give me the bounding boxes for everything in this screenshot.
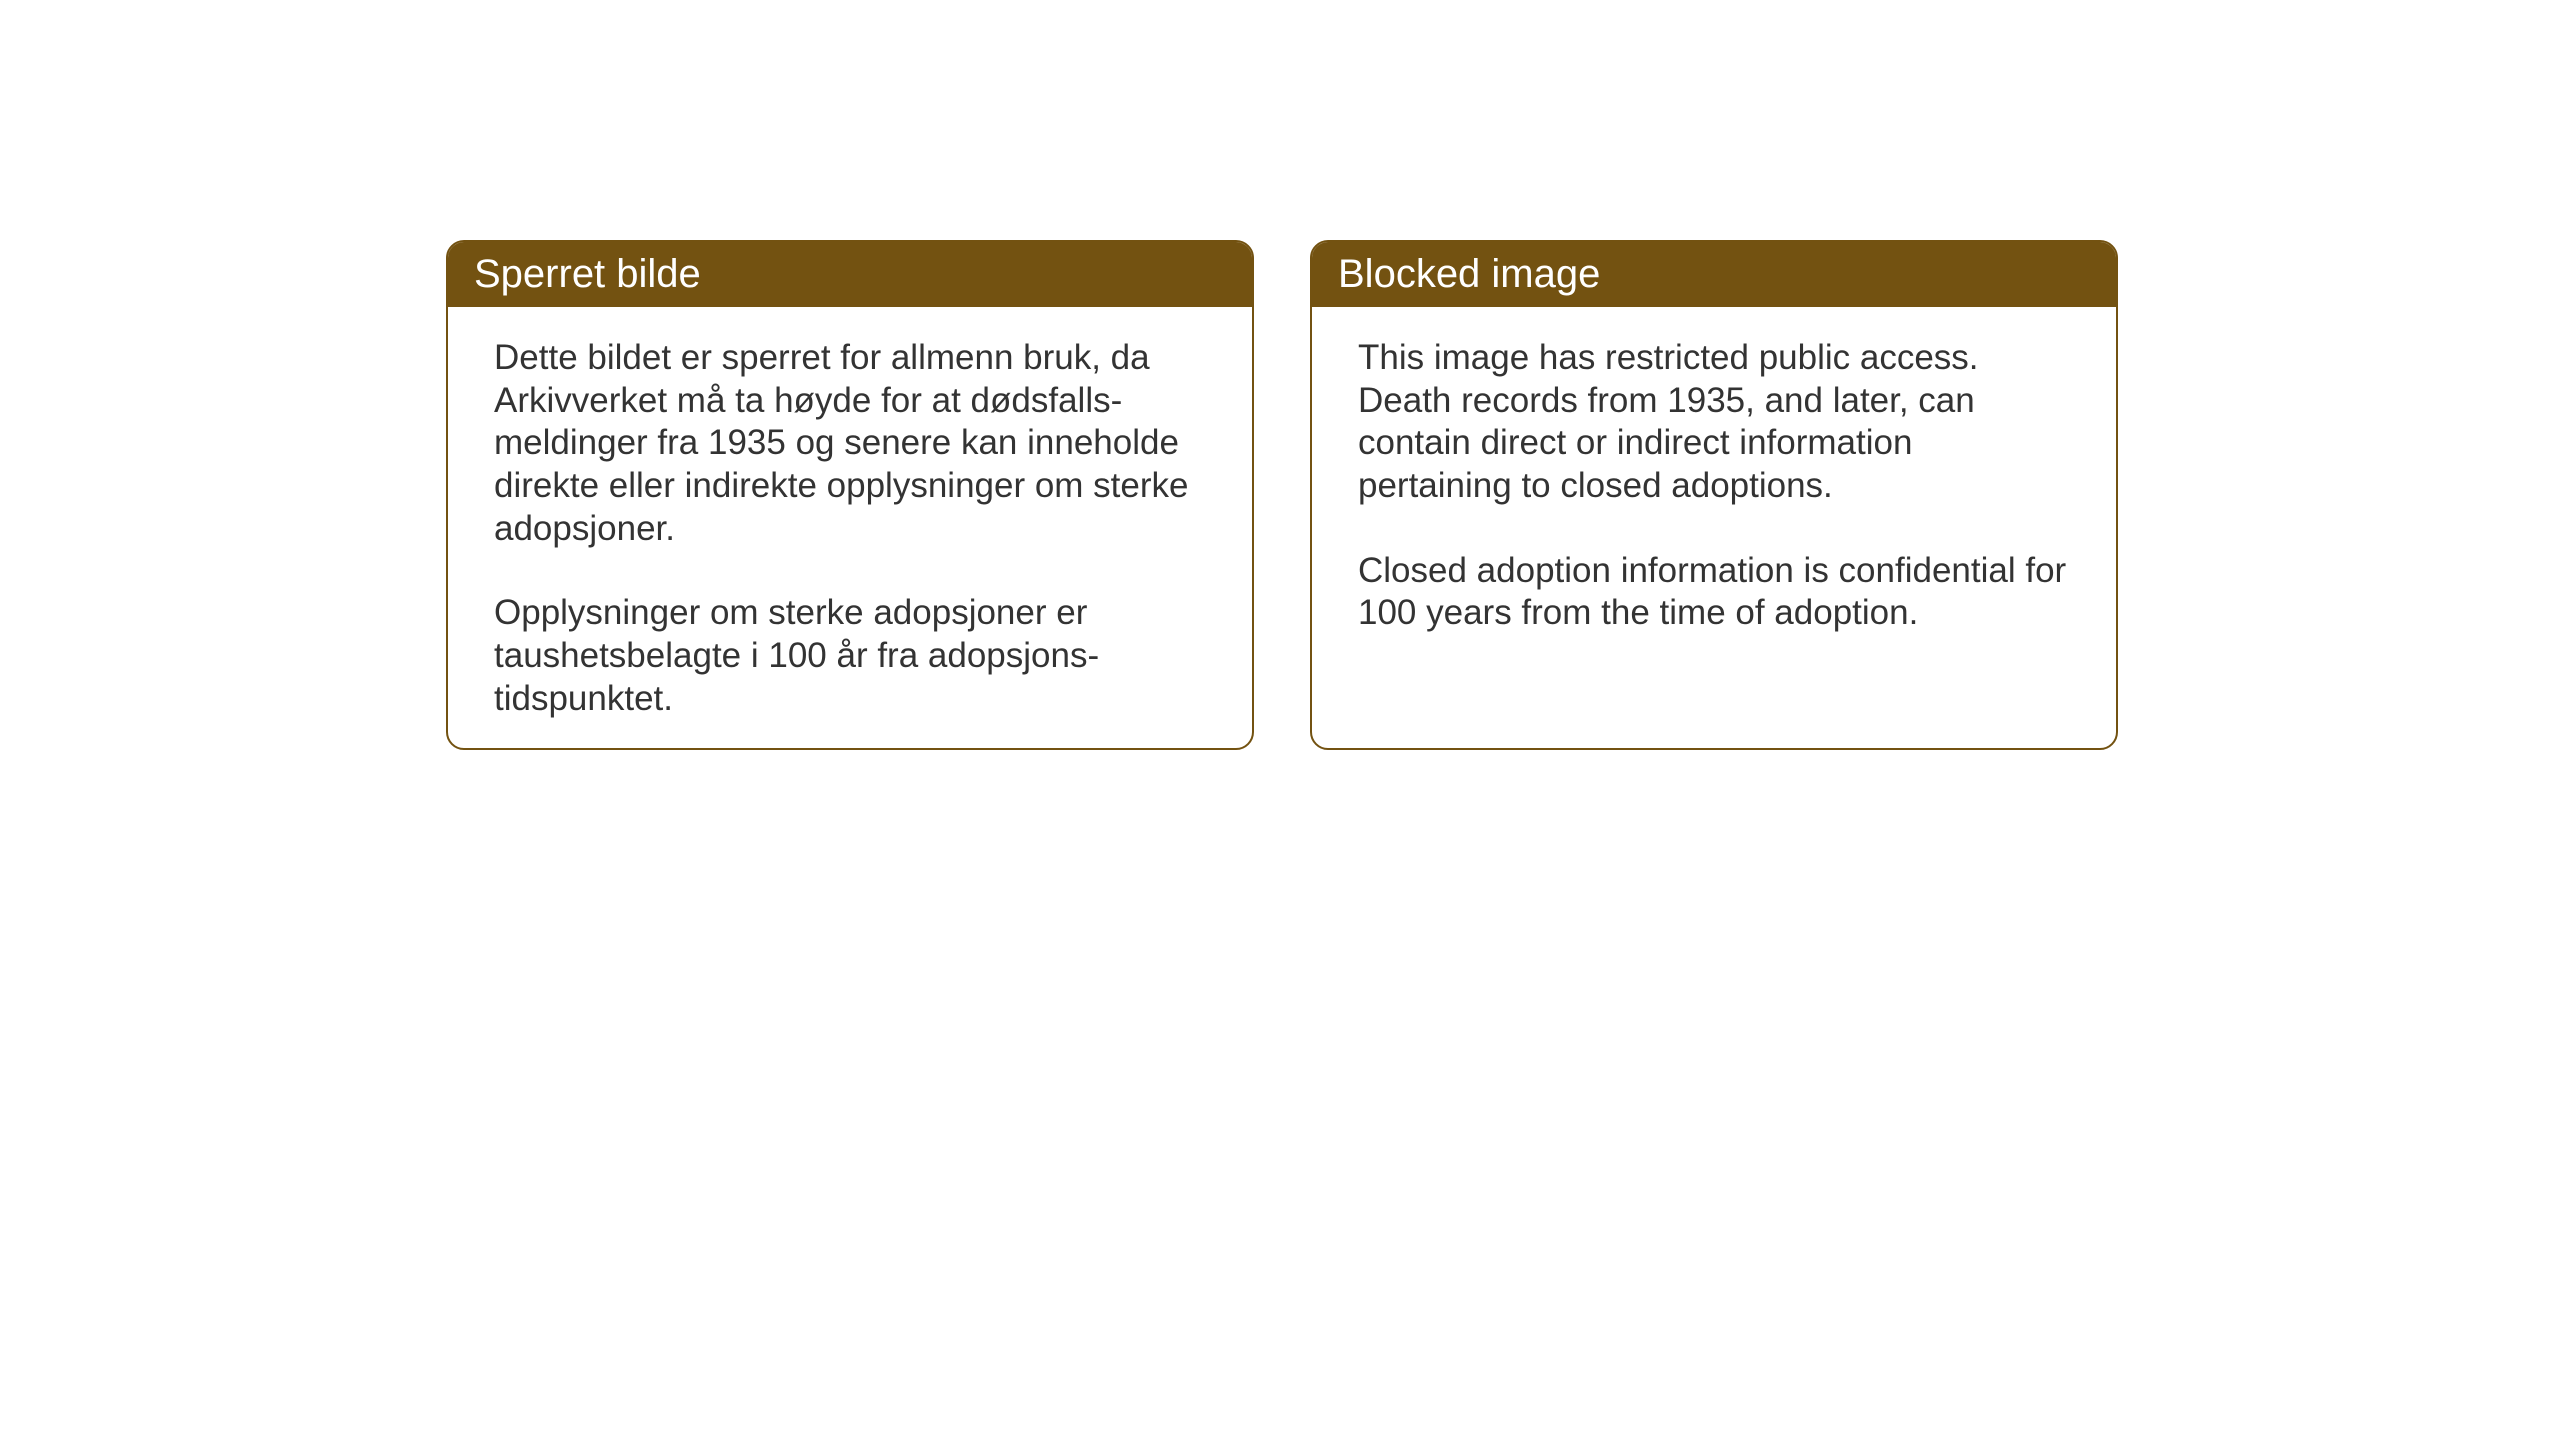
notice-card-english: Blocked image This image has restricted … (1310, 240, 2118, 750)
notice-paragraph-1-english: This image has restricted public access.… (1358, 337, 2070, 508)
notice-paragraph-1-norwegian: Dette bildet er sperret for allmenn bruk… (494, 337, 1206, 550)
notice-body-english: This image has restricted public access.… (1312, 307, 2116, 665)
notice-container: Sperret bilde Dette bildet er sperret fo… (446, 240, 2118, 750)
notice-title-english: Blocked image (1338, 252, 1600, 296)
notice-paragraph-2-english: Closed adoption information is confident… (1358, 550, 2070, 635)
notice-header-english: Blocked image (1312, 242, 2116, 307)
notice-card-norwegian: Sperret bilde Dette bildet er sperret fo… (446, 240, 1254, 750)
notice-title-norwegian: Sperret bilde (474, 252, 701, 296)
notice-body-norwegian: Dette bildet er sperret for allmenn bruk… (448, 307, 1252, 750)
notice-header-norwegian: Sperret bilde (448, 242, 1252, 307)
notice-paragraph-2-norwegian: Opplysninger om sterke adopsjoner er tau… (494, 592, 1206, 720)
